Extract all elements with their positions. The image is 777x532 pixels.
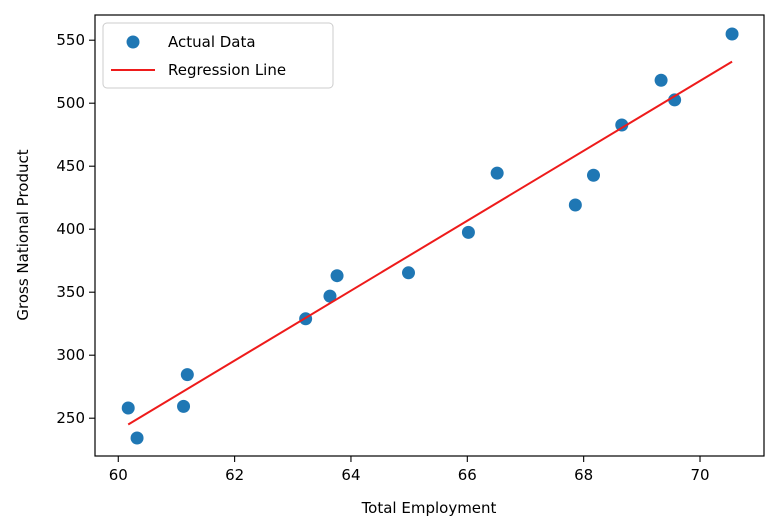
data-point [330, 269, 344, 283]
data-point [568, 198, 582, 212]
data-point [586, 168, 600, 182]
data-point [401, 266, 415, 280]
x-tick-label: 70 [690, 466, 709, 484]
x-tick-label: 64 [341, 466, 360, 484]
y-tick-label: 350 [56, 283, 85, 301]
plot-area [121, 27, 739, 445]
data-point [615, 118, 629, 132]
legend: Actual Data Regression Line [102, 22, 334, 89]
y-tick-label: 400 [56, 220, 85, 238]
x-axis: 60 62 64 66 68 70 [109, 456, 710, 484]
y-tick-label: 550 [56, 31, 85, 49]
data-point [461, 225, 475, 239]
y-tick-label: 500 [56, 94, 85, 112]
y-tick-label: 250 [56, 409, 85, 427]
data-point [121, 401, 135, 415]
data-point [668, 93, 682, 107]
x-tick-label: 62 [225, 466, 244, 484]
legend-label-regression-line: Regression Line [168, 61, 286, 79]
x-tick-label: 68 [574, 466, 593, 484]
data-point [323, 289, 337, 303]
y-tick-label: 450 [56, 157, 85, 175]
x-tick-label: 60 [109, 466, 128, 484]
regression-line [127, 60, 733, 426]
axes-frame [94, 14, 765, 457]
y-axis-label: Gross National Product [14, 149, 32, 320]
data-point [130, 431, 144, 445]
y-axis: 250 300 350 400 450 500 550 [56, 31, 95, 427]
legend-box [102, 22, 334, 89]
data-point [180, 368, 194, 382]
data-point [654, 73, 668, 87]
x-axis-label: Total Employment [361, 499, 497, 517]
legend-label-actual-data: Actual Data [168, 33, 256, 51]
data-point [490, 166, 504, 180]
x-tick-label: 66 [458, 466, 477, 484]
y-tick-label: 300 [56, 346, 85, 364]
data-point [725, 27, 739, 41]
data-point [177, 399, 191, 413]
legend-scatter-marker [126, 35, 140, 49]
